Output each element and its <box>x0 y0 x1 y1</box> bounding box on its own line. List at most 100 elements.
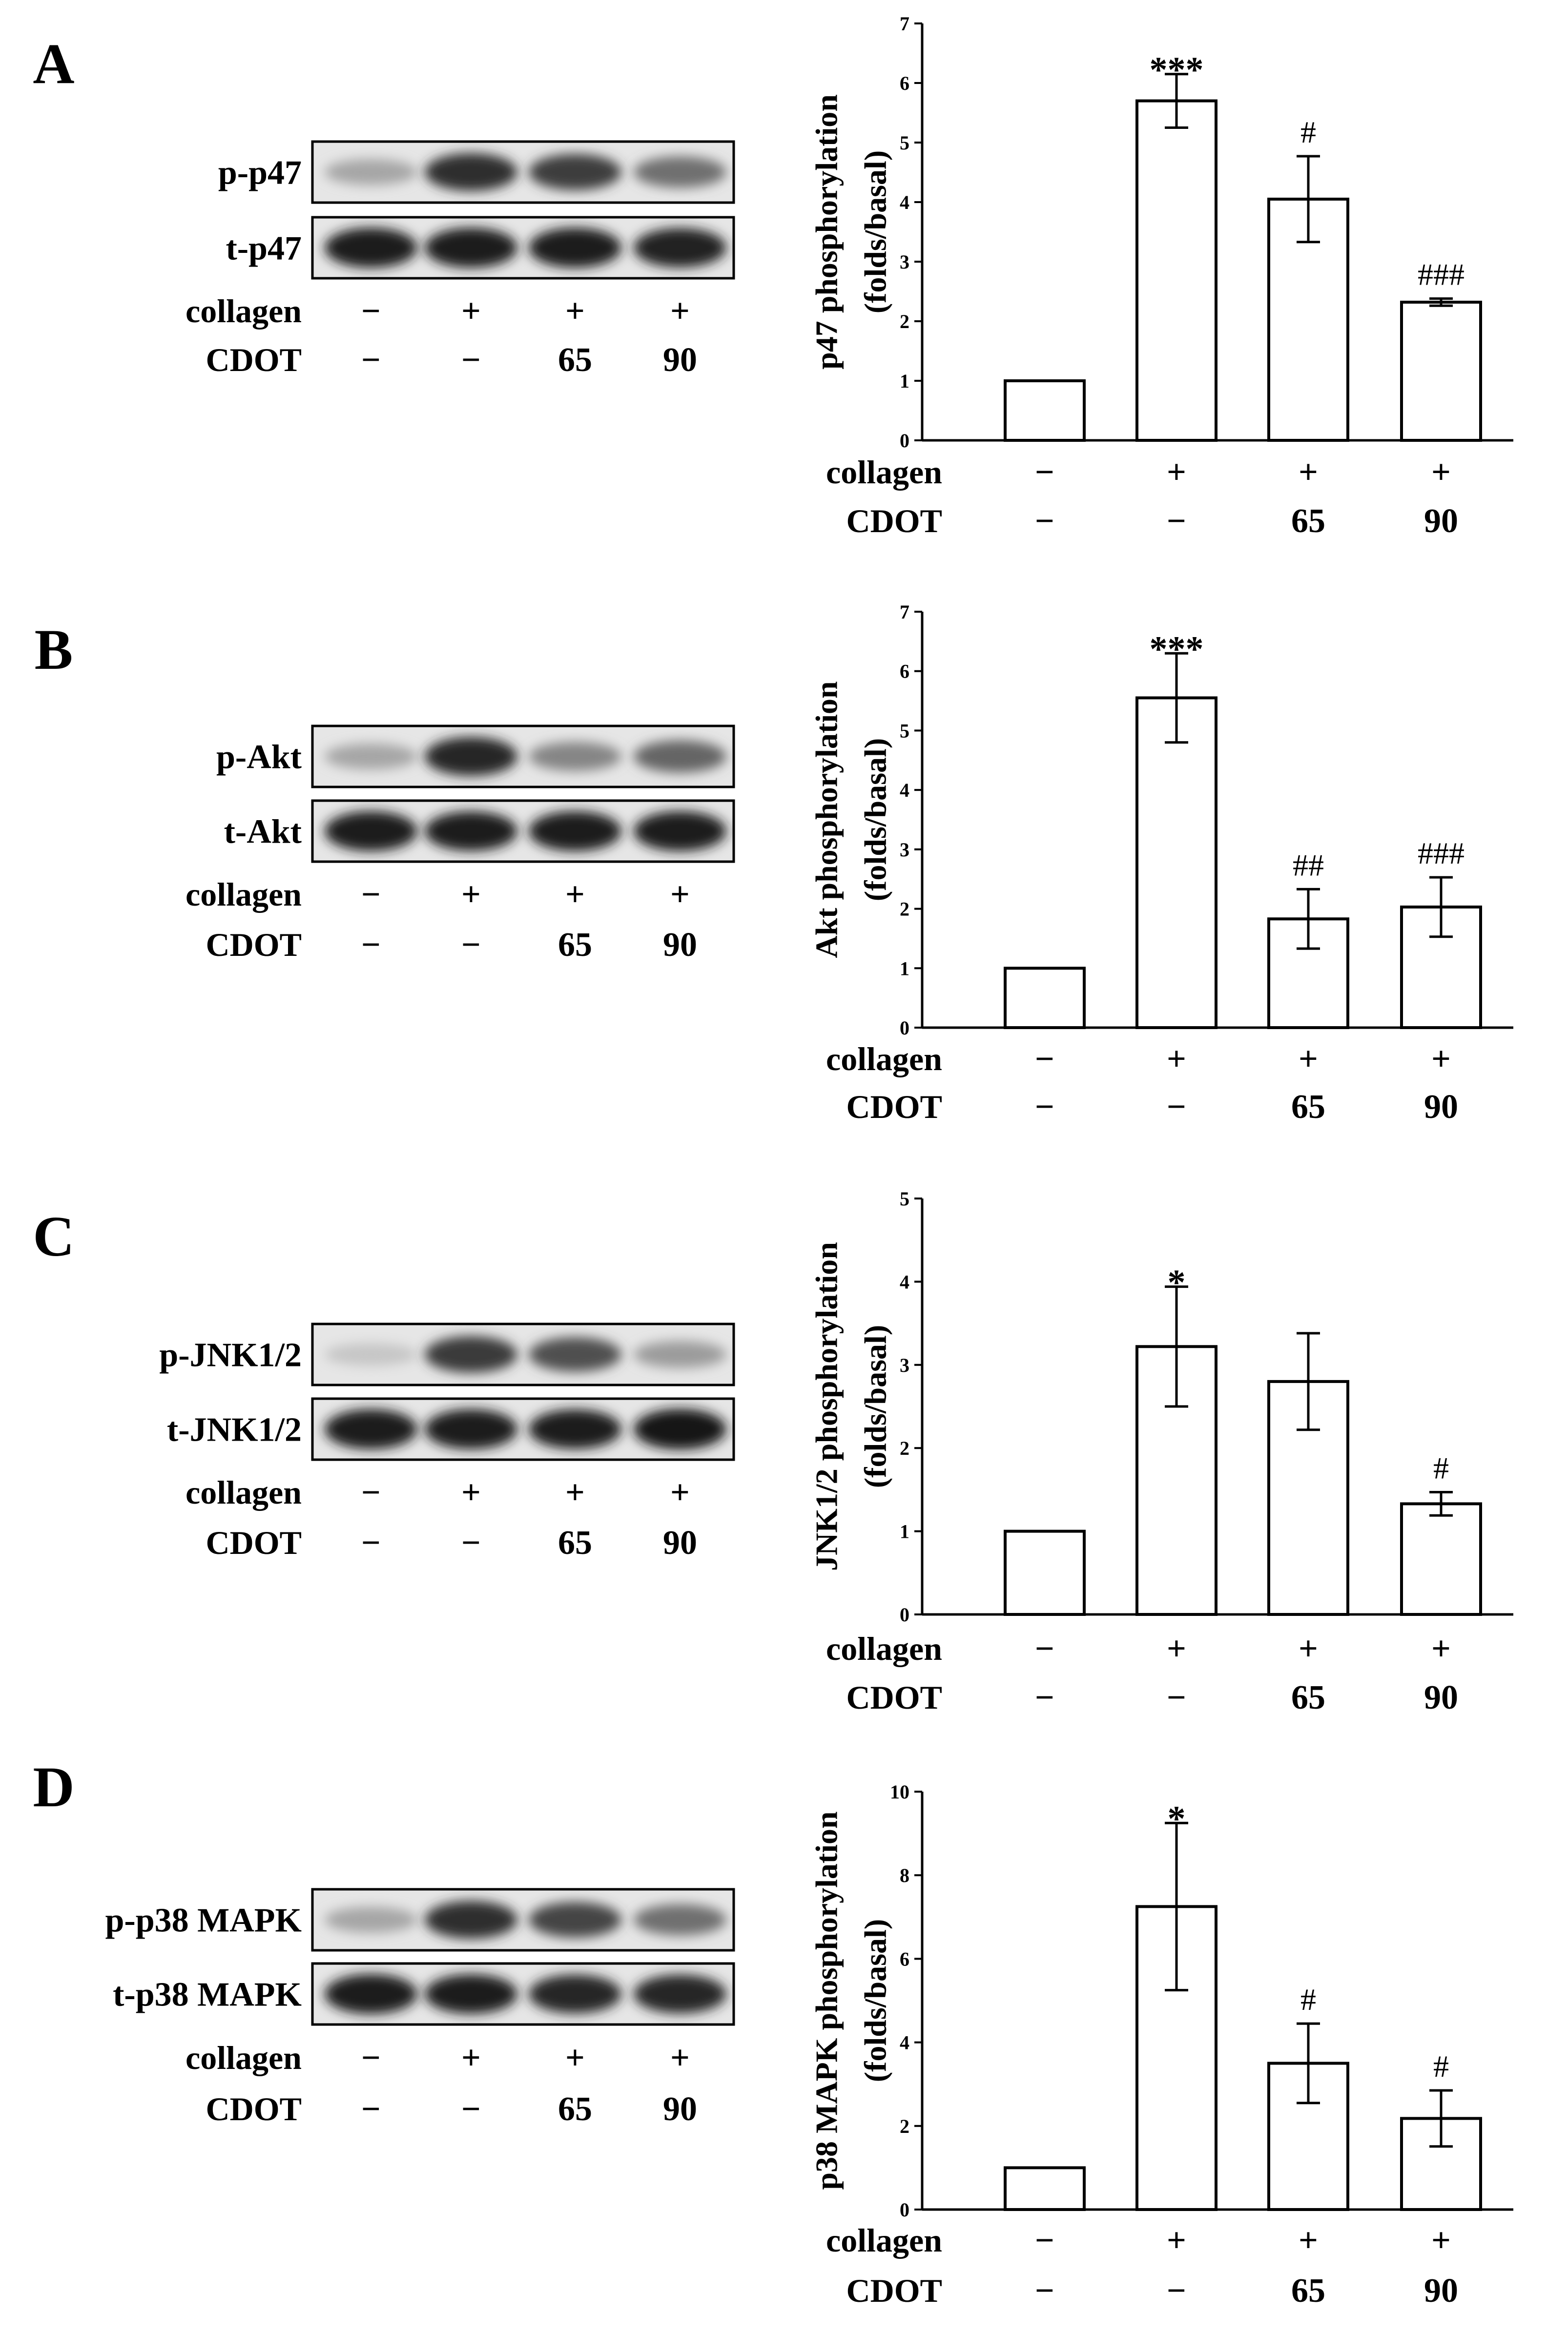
y-tick-label: 5 <box>900 132 909 154</box>
collagen-value: + <box>565 1474 585 1511</box>
blot-band <box>325 1343 417 1366</box>
chart-cdot-value: − <box>1167 1088 1186 1126</box>
collagen-label: collagen <box>186 2039 302 2076</box>
chart-collagen-value: + <box>1431 1040 1451 1078</box>
blot-label: p-Akt <box>216 739 302 776</box>
chart-cdot-value: − <box>1035 1679 1054 1716</box>
bar <box>1004 2166 1086 2211</box>
chart-cdot-value: 65 <box>1291 502 1325 540</box>
blot-band <box>425 811 517 851</box>
y-axis-title: Akt phosphorylation <box>809 681 844 958</box>
blot-band <box>634 1904 726 1936</box>
collagen-value: + <box>670 2039 690 2077</box>
y-tick-label: 0 <box>900 1017 909 1039</box>
y-axis-title-units: (folds/basal) <box>858 150 893 313</box>
chart-cdot-value: − <box>1035 502 1054 540</box>
cdot-value: 65 <box>558 926 592 964</box>
cdot-label: CDOT <box>206 2090 302 2128</box>
chart-collagen-value: + <box>1167 1040 1186 1078</box>
blot-band <box>529 1974 621 2014</box>
chart-cdot-value: − <box>1035 1088 1054 1126</box>
blot-row: t-p38 MAPK <box>113 1962 735 2026</box>
chart-collagen-value: + <box>1431 2222 1451 2259</box>
blot-band <box>325 159 417 186</box>
blot-label: t-p47 <box>226 230 302 268</box>
blot-row: t-JNK1/2 <box>167 1397 735 1461</box>
bar <box>1004 379 1086 442</box>
y-axis-title-units: (folds/basal) <box>858 1325 893 1488</box>
blot-label: t-Akt <box>224 813 302 851</box>
y-tick-label: 4 <box>900 191 909 213</box>
collagen-value: − <box>361 292 381 330</box>
y-tick-label: 1 <box>900 370 909 392</box>
collagen-value: + <box>461 876 481 913</box>
y-tick-label: 0 <box>900 2199 909 2221</box>
y-axis-title-units: (folds/basal) <box>858 1919 893 2082</box>
blot-row: t-p47 <box>226 216 735 280</box>
cdot-value: − <box>461 1524 481 1562</box>
collagen-label: collagen <box>186 1474 302 1511</box>
chart-collagen-value: + <box>1431 454 1451 491</box>
blot-band <box>325 1906 417 1933</box>
cdot-value: − <box>361 341 381 379</box>
blot-band <box>425 1901 517 1939</box>
blot-label: t-JNK1/2 <box>167 1411 302 1449</box>
blot-band <box>634 1974 726 2014</box>
collagen-value: + <box>461 292 481 330</box>
blot-band <box>634 740 726 773</box>
bar <box>1400 300 1482 442</box>
panel-letter: B <box>35 618 73 682</box>
chart-collagen-value: + <box>1167 2222 1186 2259</box>
cdot-value: 90 <box>663 926 697 964</box>
cdot-value: 65 <box>558 1524 592 1562</box>
blot-band <box>425 1974 517 2014</box>
blot-label: p-JNK1/2 <box>159 1337 302 1374</box>
cdot-value: 65 <box>558 341 592 379</box>
y-tick-label: 5 <box>900 1188 909 1210</box>
cdot-value: 90 <box>663 2090 697 2128</box>
chart-collagen-value: − <box>1035 454 1054 491</box>
blot-row: p-Akt <box>216 724 735 788</box>
blot-band <box>325 1409 417 1449</box>
y-tick-label: 7 <box>900 13 909 35</box>
cdot-value: 90 <box>663 1524 697 1562</box>
bar-chart: p47 phosphorylation (folds/basal) 0 1 2 3 4 5 6 7… <box>809 13 1513 540</box>
cdot-value: − <box>461 2090 481 2128</box>
blot-band <box>325 743 417 770</box>
chart-cdot-value: 90 <box>1424 1088 1458 1126</box>
chart-cdot-value: − <box>1035 2272 1054 2310</box>
chart-cdot-value: − <box>1167 2272 1186 2310</box>
blot-row: t-Akt <box>224 799 735 863</box>
blot-band <box>634 156 726 188</box>
collagen-value: − <box>361 1474 381 1511</box>
collagen-value: + <box>565 2039 585 2077</box>
y-tick-label: 6 <box>900 1948 909 1970</box>
chart-collagen-label: collagen <box>826 1040 942 1077</box>
bar <box>1135 696 1217 1029</box>
collagen-value: + <box>461 1474 481 1511</box>
collagen-value: + <box>670 292 690 330</box>
collagen-value: + <box>565 292 585 330</box>
chart-collagen-value: + <box>1299 454 1318 491</box>
chart-collagen-value: + <box>1167 454 1186 491</box>
chart-collagen-label: collagen <box>826 2222 942 2259</box>
y-tick-label: 6 <box>900 661 909 682</box>
blot-row: p-p38 MAPK <box>105 1888 735 1952</box>
y-tick-label: 6 <box>900 72 909 94</box>
blot-band <box>634 1341 726 1368</box>
blot-band <box>425 1336 517 1373</box>
panel-d: Dp-p38 MAPK t-p38 MAPK collagen CDOT − + + + − − 6… <box>33 1755 1513 2310</box>
y-tick-label: 3 <box>900 1354 909 1376</box>
chart-cdot-value: 65 <box>1291 1088 1325 1126</box>
blot-band <box>325 1974 417 2014</box>
collagen-label: collagen <box>186 292 302 330</box>
y-tick-label: 4 <box>900 1271 909 1293</box>
chart-collagen-value: − <box>1035 1630 1054 1668</box>
bar-chart: Akt phosphorylation (folds/basal) 0 1 2 3 4 5 6 7… <box>809 601 1513 1126</box>
significance-marker: *** <box>1150 50 1204 90</box>
collagen-value: + <box>461 2039 481 2077</box>
blot-band <box>529 154 621 190</box>
cdot-value: − <box>461 341 481 379</box>
